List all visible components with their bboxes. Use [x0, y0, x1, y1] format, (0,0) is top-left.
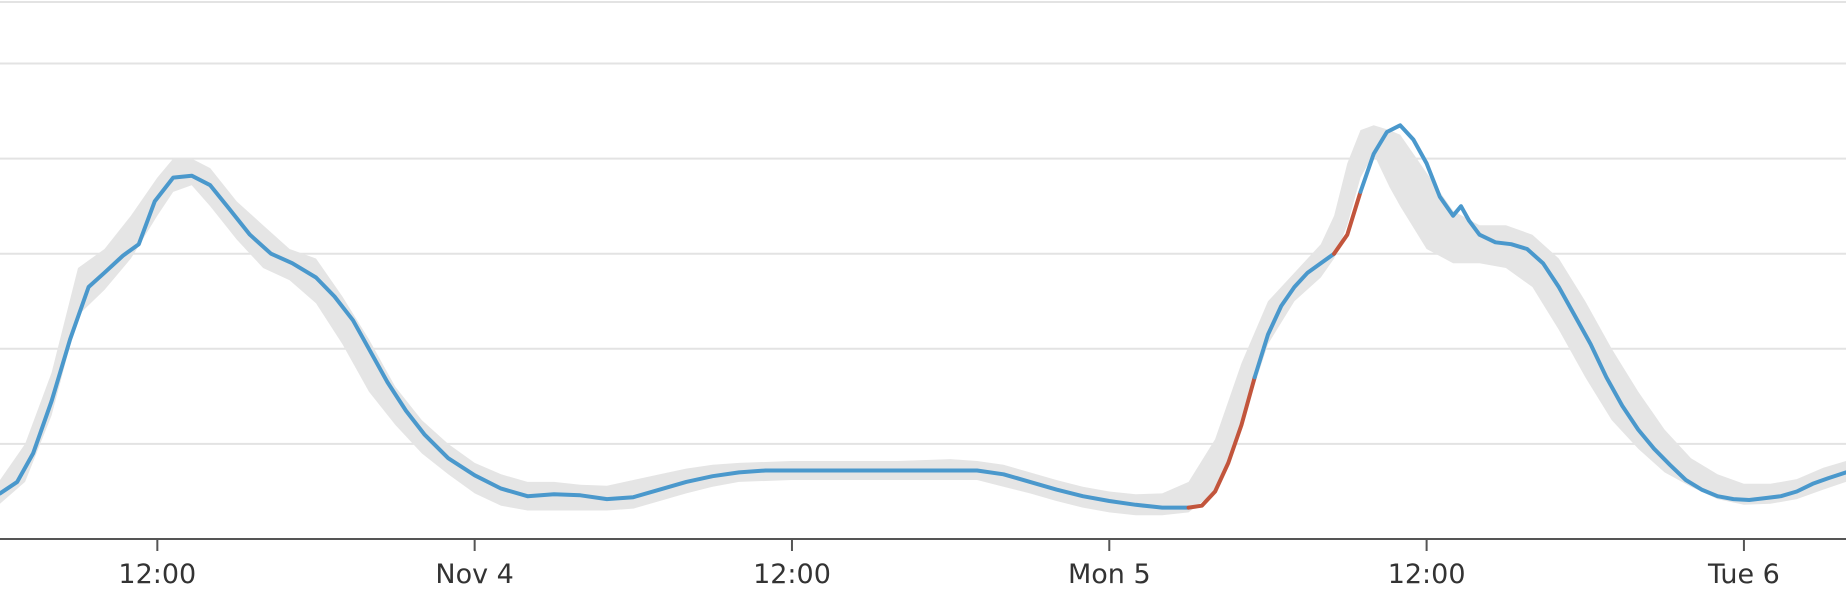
x-tick-label-4: 12:00 — [1388, 559, 1466, 590]
x-tick-label-5: Tue 6 — [1707, 559, 1780, 590]
anomaly-segment-3 — [1332, 189, 1363, 256]
x-axis: 12:00 Nov 4 12:00 Mon 5 12:00 Tue 6 — [0, 538, 1846, 590]
gridlines — [0, 1, 1846, 445]
series-line-4 — [1358, 123, 1846, 502]
series-line-2 — [1252, 251, 1337, 380]
x-tick-label-1: Nov 4 — [435, 559, 513, 590]
series-line-0 — [0, 173, 1191, 510]
series-lines — [0, 123, 1846, 510]
x-tick-label-2: 12:00 — [753, 559, 831, 590]
confidence-band — [0, 125, 1846, 516]
x-tick-label-3: Mon 5 — [1068, 559, 1151, 590]
anomaly-segment-1 — [1186, 375, 1257, 510]
x-tick-label-0: 12:00 — [118, 559, 196, 590]
expected-range-band — [0, 125, 1846, 516]
